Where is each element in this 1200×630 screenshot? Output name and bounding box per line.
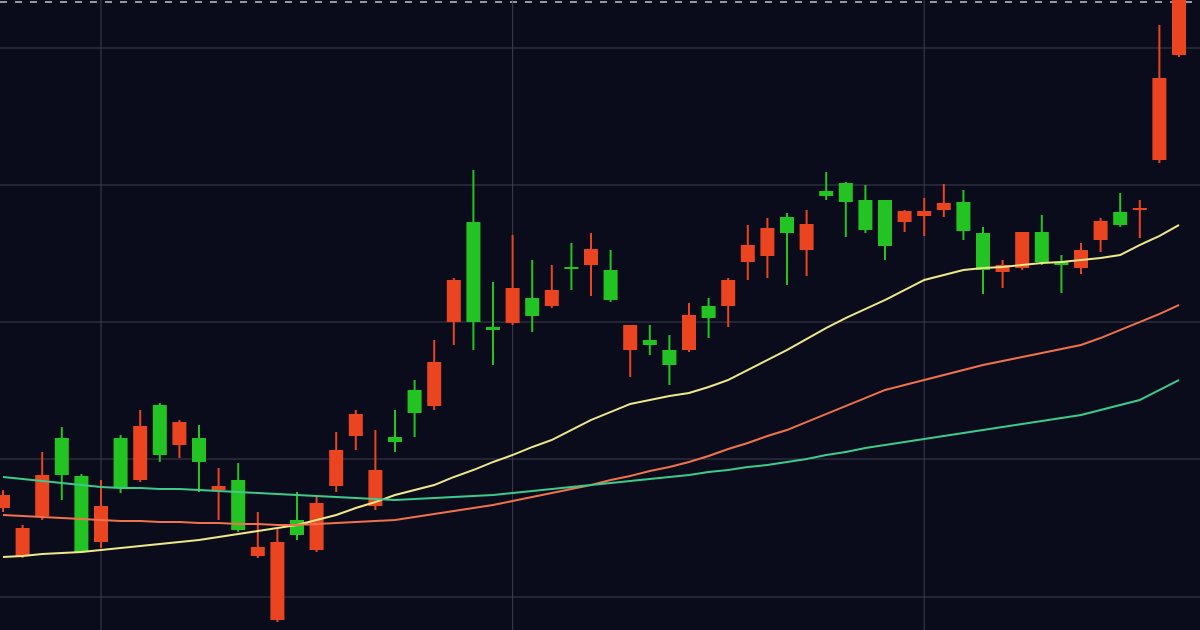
candle-body: [564, 267, 579, 269]
candle-body: [740, 245, 755, 262]
candle-body: [662, 350, 677, 365]
candle-body: [603, 270, 618, 300]
candle-body: [897, 211, 912, 222]
candle-body: [838, 183, 853, 202]
candle-body: [1152, 78, 1167, 160]
candle-body: [94, 506, 108, 542]
candle-body: [172, 422, 187, 445]
candle-body: [35, 475, 50, 516]
candle-body: [878, 200, 892, 246]
candle-body: [505, 288, 520, 323]
candle-body: [466, 222, 481, 322]
candle-body: [270, 542, 285, 620]
candle-body: [1113, 212, 1128, 225]
candle-body: [133, 426, 148, 480]
candle-body: [780, 217, 794, 233]
candle-body: [329, 450, 344, 486]
candle-body: [544, 290, 559, 306]
candle-body: [486, 327, 500, 330]
candle-body: [192, 438, 206, 462]
moving-average: [2, 224, 1180, 558]
candle-body: [0, 495, 10, 508]
candle-body: [368, 470, 383, 506]
candle-body: [231, 480, 246, 530]
candle-body: [1015, 232, 1030, 268]
candle-body: [54, 438, 69, 475]
candle-body: [623, 325, 638, 350]
candle-body: [152, 405, 167, 455]
candle-body: [15, 528, 30, 556]
candle-body: [348, 414, 363, 436]
candle-body: [936, 203, 951, 210]
candle-body: [721, 280, 736, 306]
candle-body: [682, 315, 696, 350]
candle-body: [917, 211, 932, 216]
candle-body: [1034, 232, 1049, 262]
candle-body: [584, 249, 598, 265]
candle-body: [956, 202, 971, 231]
candle-body: [388, 437, 402, 442]
candle-body: [446, 280, 461, 322]
candle-body: [642, 340, 657, 345]
candle-body: [760, 228, 775, 256]
candle-body: [74, 476, 89, 552]
candle-body: [701, 306, 716, 318]
candle-body: [819, 191, 834, 196]
candle-body: [427, 362, 442, 406]
candle-body: [1132, 208, 1147, 210]
candle-body: [309, 503, 324, 550]
candle-body: [858, 200, 873, 230]
candle-body: [1093, 221, 1108, 240]
candle-body: [407, 390, 422, 413]
candle-body: [976, 233, 990, 270]
candle-body: [290, 520, 304, 535]
candle-body: [995, 265, 1010, 272]
candle-body: [1172, 0, 1186, 55]
candle-body: [250, 547, 265, 556]
candle-body: [525, 298, 540, 316]
candle-body: [1054, 262, 1069, 265]
moving-average: [2, 379, 1180, 502]
candle-body: [211, 486, 226, 490]
candle-body: [113, 438, 128, 488]
candle-body: [799, 224, 814, 250]
